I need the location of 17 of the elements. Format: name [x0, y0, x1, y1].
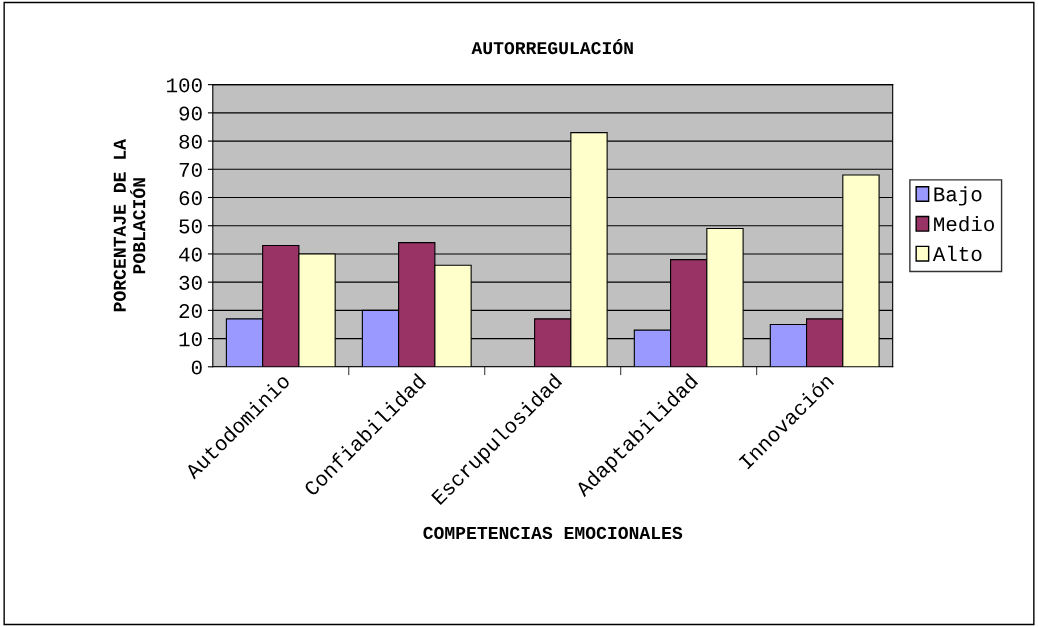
- y-axis-title: PORCENTAJE DE LA POBLACIÓN: [113, 139, 146, 312]
- chart-title: AUTORREGULACIÓN: [471, 39, 633, 55]
- y-tick-label: 20: [179, 303, 202, 319]
- y-tick-label: 50: [179, 219, 202, 234]
- legend-label: Medio: [934, 216, 994, 232]
- y-tick-label: 30: [179, 275, 202, 290]
- y-tick-label: 70: [179, 162, 202, 178]
- y-tick-label: 80: [179, 134, 202, 149]
- y-tick-label: 0: [191, 360, 202, 375]
- legend-label: Bajo: [934, 186, 982, 206]
- y-tick-label: 40: [179, 247, 202, 262]
- y-tick-label: 60: [179, 191, 202, 206]
- x-axis-title: COMPETENCIAS EMOCIONALES: [423, 526, 683, 540]
- y-tick-label: 90: [179, 106, 202, 121]
- legend-label: Alto: [932, 245, 982, 262]
- y-tick-label: 10: [179, 332, 202, 347]
- y-tick-label: 100: [167, 78, 202, 93]
